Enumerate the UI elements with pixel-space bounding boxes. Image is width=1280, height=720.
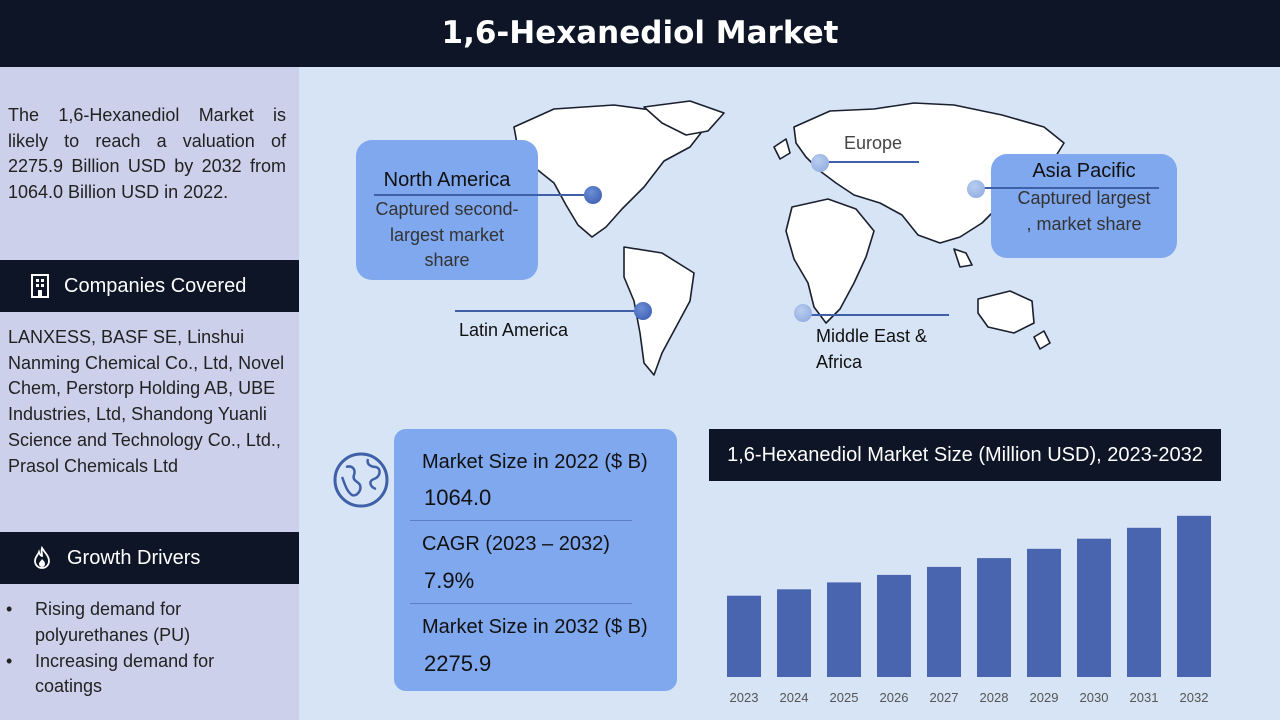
sidebar: The 1,6-Hexanediol Market is likely to r… bbox=[0, 67, 299, 720]
companies-heading: Companies Covered bbox=[64, 275, 247, 297]
north-america-name: North America bbox=[383, 169, 511, 191]
bar-2029 bbox=[1027, 548, 1061, 677]
stats-divider bbox=[410, 520, 632, 521]
bar-2031 bbox=[1127, 527, 1161, 677]
drivers-heading: Growth Drivers bbox=[67, 547, 201, 569]
asia-pacific-dot bbox=[967, 180, 985, 198]
tick-label-2031: 2031 bbox=[1130, 690, 1159, 705]
cagr-value: 7.9% bbox=[424, 568, 475, 593]
tick-label-2027: 2027 bbox=[930, 690, 959, 705]
drivers-list: Rising demand for polyurethanes (PU) Inc… bbox=[6, 597, 286, 700]
asia-pacific-line bbox=[979, 187, 1159, 189]
bar-2027 bbox=[927, 566, 961, 677]
tick-label-2025: 2025 bbox=[830, 690, 859, 705]
tick-label-2024: 2024 bbox=[780, 690, 809, 705]
latin-america-dot bbox=[634, 302, 652, 320]
mea-line bbox=[801, 314, 949, 316]
north-america-callout: North America Captured second-largest ma… bbox=[356, 140, 538, 280]
bar-2025 bbox=[827, 582, 861, 677]
size-2022-value: 1064.0 bbox=[424, 485, 492, 510]
cagr-label: CAGR (2023 – 2032) bbox=[422, 533, 610, 555]
page-title: 1,6-Hexanediol Market bbox=[0, 0, 1280, 67]
size-2022-label: Market Size in 2022 ($ B) bbox=[422, 451, 648, 473]
latin-america-label: Latin America bbox=[459, 320, 569, 340]
north-america-line bbox=[374, 194, 584, 196]
asia-pacific-desc: , market share bbox=[1026, 213, 1142, 234]
stats-divider bbox=[410, 603, 632, 604]
asia-pacific-name: Asia Pacific bbox=[1032, 160, 1136, 182]
building-icon bbox=[31, 274, 49, 298]
chart-title: 1,6-Hexanediol Market Size (Million USD)… bbox=[709, 429, 1221, 481]
europe-line bbox=[827, 161, 919, 163]
north-america-dot bbox=[584, 186, 602, 204]
flame-icon bbox=[34, 546, 50, 569]
drivers-header: Growth Drivers bbox=[0, 532, 299, 584]
driver-item: Increasing demand for coatings bbox=[6, 649, 286, 701]
tick-label-2028: 2028 bbox=[980, 690, 1009, 705]
size-2032-value: 2275.9 bbox=[424, 651, 492, 676]
north-america-desc: Captured second-largest market share bbox=[375, 199, 519, 270]
asia-pacific-desc-lead: Captured largest bbox=[1017, 188, 1151, 208]
bar-2028 bbox=[977, 558, 1011, 677]
bar-2026 bbox=[877, 574, 911, 677]
companies-header: Companies Covered bbox=[0, 260, 299, 312]
intro-text: The 1,6-Hexanediol Market is likely to r… bbox=[8, 105, 286, 202]
bar-2030 bbox=[1077, 538, 1111, 677]
latin-america-line bbox=[455, 310, 643, 312]
tick-label-2030: 2030 bbox=[1080, 690, 1109, 705]
globe-icon bbox=[333, 452, 389, 508]
tick-label-2026: 2026 bbox=[880, 690, 909, 705]
size-2032-label: Market Size in 2032 ($ B) bbox=[422, 616, 648, 638]
tick-label-2023: 2023 bbox=[730, 690, 759, 705]
bar-2024 bbox=[777, 589, 811, 677]
asia-pacific-callout: Asia Pacific Captured largest , market s… bbox=[991, 154, 1177, 258]
europe-label: Europe bbox=[844, 133, 903, 153]
driver-item: Rising demand for polyurethanes (PU) bbox=[6, 597, 286, 649]
europe-dot bbox=[811, 154, 829, 172]
tick-label-2029: 2029 bbox=[1030, 690, 1059, 705]
bar-2023 bbox=[727, 595, 761, 677]
bar-2032 bbox=[1177, 515, 1211, 677]
stats-panel: Market Size in 2022 ($ B) 1064.0 CAGR (2… bbox=[394, 429, 677, 691]
mea-dot bbox=[794, 304, 812, 322]
main-panel: North America Captured second-largest ma… bbox=[299, 67, 1280, 720]
companies-list: LANXESS, BASF SE, Linshui Nanming Chemic… bbox=[8, 327, 285, 476]
mea-label: Middle East & Africa bbox=[816, 326, 928, 372]
tick-label-2032: 2032 bbox=[1180, 690, 1209, 705]
bar-chart: 2023 2024 2025 2026 2027 2028 2029 2030 2031 2032 bbox=[727, 515, 1211, 705]
